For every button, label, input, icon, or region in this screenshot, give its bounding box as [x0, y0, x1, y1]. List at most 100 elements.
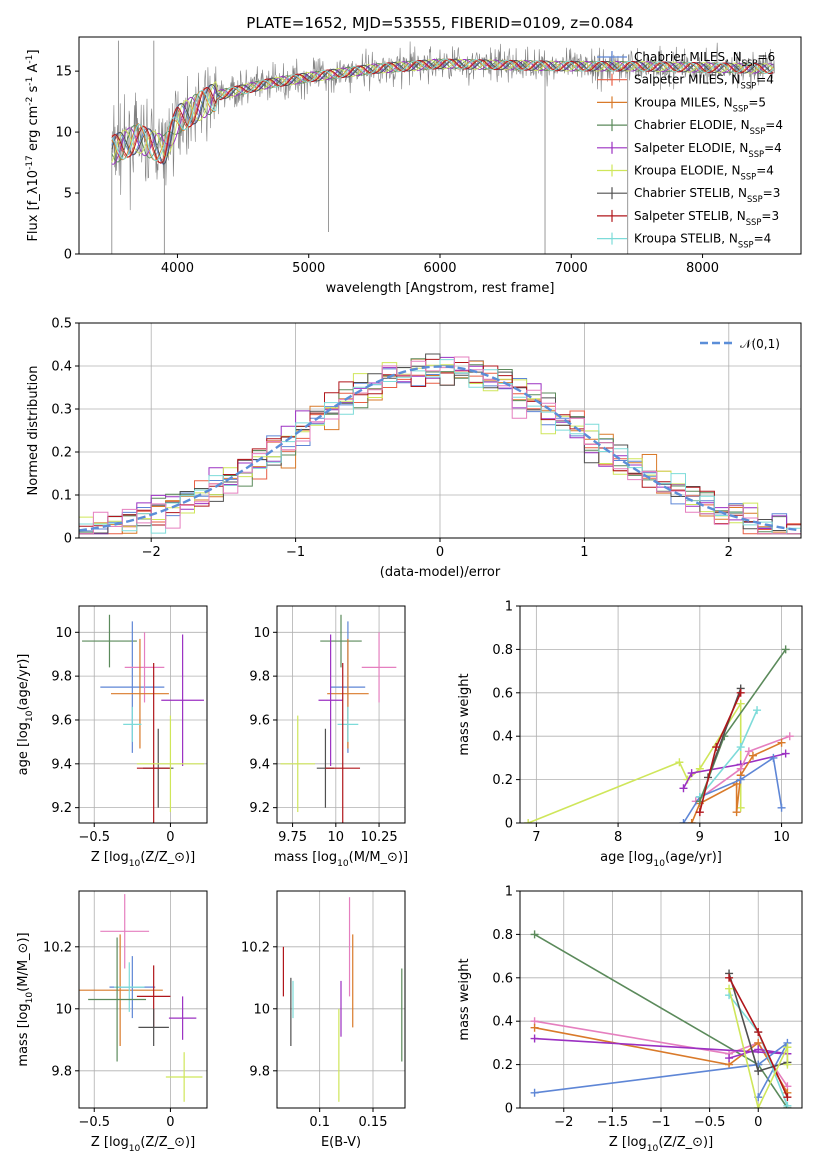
x-tick-label: 0	[166, 1115, 174, 1130]
weight-marker	[530, 930, 539, 939]
weight-marker	[687, 769, 696, 778]
x-tick-label: −0.5	[78, 830, 110, 845]
panel-age_vs_Z: −0.5 0 9.2 9.4 9.6 9.8 10 Z [log10(Z/Z_⊙)] age […	[16, 605, 208, 869]
figure-title: PLATE=1652, MJD=53555, FIBERID=0109, z=0…	[246, 14, 633, 32]
x-tick-label: −1	[651, 1115, 670, 1130]
x-tick-label: 9	[696, 830, 704, 845]
x-tick-label: −0.5	[78, 1115, 110, 1130]
plot-area	[530, 930, 792, 1108]
legend-entry: Kroupa MILES, NSSP=5	[634, 95, 766, 113]
y-tick-label: 10	[253, 626, 270, 641]
panel-weight_vs_age: 7 8 9 10 0 0.2 0.4 0.6 0.8 1 age [log10(age/yr)] ma…	[457, 600, 803, 869]
axes-frame	[78, 605, 208, 824]
y-tick-label: 0.4	[51, 360, 72, 375]
x-tick-label: 10.25	[360, 830, 397, 845]
y-tick-label: 0	[505, 1102, 513, 1117]
y-tick-label: 0	[64, 532, 72, 547]
y-tick-label: 10	[55, 126, 72, 141]
x-tick-label: 0.15	[359, 1115, 388, 1130]
plot-area	[282, 897, 403, 1102]
legend-entry: Chabrier ELODIE, NSSP=4	[634, 118, 783, 136]
weight-marker	[524, 819, 533, 823]
weight-marker	[712, 743, 721, 752]
spectrum-legend: Chabrier MILES, NSSP=6 Salpeter MILES, NS…	[597, 50, 783, 250]
y-axis-label: age [log10(age/yr)]	[16, 654, 35, 776]
x-tick-label: 10	[328, 830, 345, 845]
plot-area	[280, 614, 397, 823]
x-tick-label: 1	[580, 545, 588, 560]
weight-marker	[687, 819, 696, 823]
x-axis-label: mass [log10(M/M_⊙)]	[274, 850, 408, 869]
legend-entry: Kroupa STELIB, NSSP=4	[634, 232, 771, 250]
y-tick-label: 9.8	[51, 670, 72, 685]
weight-marker	[777, 803, 786, 812]
y-tick-label: 9.8	[51, 1064, 72, 1079]
weight-marker	[725, 984, 734, 993]
x-axis-label: Z [log10(Z/Z_⊙)]	[91, 1135, 195, 1154]
plot-area	[524, 645, 794, 823]
axes-frame	[276, 890, 406, 1109]
y-tick-label: 0.1	[51, 489, 72, 504]
histogram-step	[79, 362, 801, 535]
y-tick-label: 0.2	[492, 773, 513, 788]
x-axis-label: Z [log10(Z/Z_⊙)]	[609, 1135, 713, 1154]
y-tick-label: 15	[55, 65, 72, 80]
plot-area	[79, 353, 801, 535]
x-tick-label: 2	[725, 545, 733, 560]
y-tick-label: 0.8	[492, 643, 513, 658]
y-tick-label: 9.2	[249, 801, 270, 816]
panel-mass_vs_Z: −0.5 0 9.8 10 10.2 Z [log10(Z/Z_⊙)] mass [log1…	[16, 890, 208, 1154]
y-tick-label: 10	[55, 626, 72, 641]
x-axis-label: Z [log10(Z/Z_⊙)]	[91, 850, 195, 869]
y-tick-label: 9.8	[249, 1064, 270, 1079]
x-tick-label: 8	[614, 830, 622, 845]
y-axis-label: mass weight	[457, 958, 472, 1040]
y-tick-label: 1	[505, 885, 513, 900]
x-tick-label: −1	[286, 545, 305, 560]
x-axis-label: E(B-V)	[321, 1135, 361, 1150]
weight-marker	[754, 1104, 763, 1108]
weight-marker	[754, 1045, 763, 1054]
x-tick-label: 10	[773, 830, 790, 845]
y-tick-label: 0.4	[492, 730, 513, 745]
weight-line	[728, 988, 789, 1108]
weight-line	[534, 1037, 788, 1059]
x-tick-label: −1.5	[597, 1115, 629, 1130]
y-axis-label: mass [log10(M/M_⊙)]	[16, 932, 35, 1066]
y-tick-label: 10	[55, 1002, 72, 1017]
y-tick-label: 0.8	[492, 928, 513, 943]
y-tick-label: 9.8	[249, 670, 270, 685]
panel-spectrum: 4000 5000 6000 7000 8000 0 5 10 15 wavelength [An…	[25, 36, 802, 296]
panel-age_vs_mass: 9.75 10 10.25 9.2 9.4 9.6 9.8 10 mass [log10(M/M…	[249, 605, 408, 869]
y-tick-label: 0.6	[492, 686, 513, 701]
y-tick-label: 0.2	[51, 446, 72, 461]
y-tick-label: 0	[505, 817, 513, 832]
x-axis-label: (data-model)/error	[380, 565, 501, 580]
x-tick-label: 0	[754, 1115, 762, 1130]
weight-marker	[732, 808, 741, 817]
x-tick-label: 0	[436, 545, 444, 560]
weight-marker	[736, 775, 745, 784]
weight-marker	[736, 699, 745, 708]
axes-frame	[519, 605, 803, 824]
y-axis-label: mass weight	[457, 673, 472, 755]
weight-marker	[530, 1088, 539, 1097]
x-tick-label: 8000	[686, 261, 719, 276]
x-axis-label: age [log10(age/yr)]	[600, 850, 722, 869]
legend-entry: Salpeter ELODIE, NSSP=4	[634, 141, 782, 159]
weight-marker	[777, 738, 786, 747]
y-tick-label: 0.3	[51, 403, 72, 418]
legend-entry: 𝒩(0,1)	[740, 337, 780, 351]
residuals-legend: 𝒩(0,1)	[700, 337, 780, 351]
plot-area	[82, 614, 204, 823]
y-tick-label: 9.6	[51, 713, 72, 728]
y-tick-label: 0.4	[492, 1015, 513, 1030]
y-axis-label: Normed distribution	[26, 366, 41, 496]
x-tick-label: 0.1	[309, 1115, 330, 1130]
legend-entry: Chabrier MILES, NSSP=6	[634, 50, 775, 68]
weight-marker	[530, 1034, 539, 1043]
x-tick-label: −2	[142, 545, 161, 560]
weight-marker	[754, 1028, 763, 1037]
x-tick-label: 9.75	[278, 830, 307, 845]
